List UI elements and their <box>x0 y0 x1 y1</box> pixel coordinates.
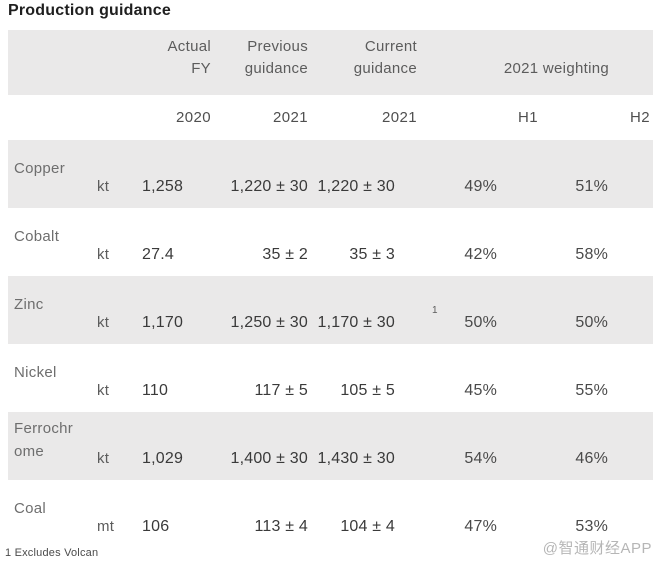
commodity-label: Zinc <box>14 295 44 313</box>
previous-guidance-value: 35 ± 2 <box>262 246 308 263</box>
h2-weighting-value: 53% <box>575 518 608 535</box>
commodity-cell: Ferrochrome <box>8 412 97 468</box>
h2-weighting-value: 50% <box>575 314 608 331</box>
commodity-cell: Coal <box>8 480 97 536</box>
commodity-label: Ferrochrome <box>14 420 74 460</box>
page-title: Production guidance <box>8 2 171 19</box>
commodity-label: Coal <box>14 499 47 517</box>
header-actual-line2: FY <box>191 60 211 77</box>
actual-value: 1,170 <box>142 314 184 331</box>
subheader-previous-year: 2021 <box>273 109 308 126</box>
actual-value: 27.4 <box>142 246 174 263</box>
current-guidance-value: 105 ± 5 <box>340 382 395 399</box>
previous-guidance-value: 1,220 ± 30 <box>230 178 308 195</box>
table-footnote: 1 Excludes Volcan <box>5 547 99 559</box>
h1-weighting-value: 42% <box>464 246 497 263</box>
h1-weighting-value: 50% <box>464 314 497 331</box>
commodity-cell: Cobalt <box>8 208 97 264</box>
header-previous-guidance: Previous guidance <box>211 36 308 80</box>
table-subheader-row: 2020 2021 2021 H1 H2 <box>8 95 653 140</box>
header-actual-line1: Actual <box>167 38 211 55</box>
header-previous-line1: Previous <box>247 38 308 55</box>
subheader-actual-year: 2020 <box>176 109 211 126</box>
table-row-nickel: Nickel kt 110 117 ± 5 105 ± 5 45% 55% <box>8 344 653 412</box>
header-current-line2: guidance <box>353 60 417 77</box>
h2-weighting-value: 46% <box>575 450 608 467</box>
table-row-coal: Coal mt 106 113 ± 4 104 ± 4 47% 53% <box>8 480 653 548</box>
current-guidance-value: 1,430 ± 30 <box>317 450 395 467</box>
previous-guidance-value: 113 ± 4 <box>254 518 308 535</box>
commodity-cell: Copper <box>8 140 97 196</box>
unit-cell: mt <box>97 518 115 535</box>
header-actual-fy: Actual FY <box>142 36 211 80</box>
unit-cell: kt <box>97 382 110 399</box>
h1-weighting-value: 54% <box>464 450 497 467</box>
commodity-label: Copper <box>14 159 65 177</box>
current-guidance-value: 1,170 ± 30 <box>317 314 395 331</box>
header-current-guidance: Current guidance <box>308 36 417 80</box>
commodity-label: Nickel <box>14 363 57 381</box>
subheader-current-year: 2021 <box>382 109 417 126</box>
unit-cell: kt <box>97 178 110 195</box>
table-row-copper: Copper kt 1,258 1,220 ± 30 1,220 ± 30 49… <box>8 140 653 208</box>
table-row-ferrochrome: Ferrochrome kt 1,029 1,400 ± 30 1,430 ± … <box>8 412 653 480</box>
table-row-cobalt: Cobalt kt 27.4 35 ± 2 35 ± 3 42% 58% <box>8 208 653 276</box>
watermark: @智通财经APP <box>542 540 652 557</box>
subheader-h1: H1 <box>518 109 538 126</box>
actual-value: 1,029 <box>142 450 184 467</box>
unit-cell: kt <box>97 246 110 263</box>
actual-value: 110 <box>142 382 169 399</box>
table-row-zinc: Zinc kt 1,170 1,250 ± 30 1,170 ± 30 50% … <box>8 276 653 344</box>
previous-guidance-value: 117 ± 5 <box>254 382 308 399</box>
current-guidance-value: 35 ± 3 <box>349 246 395 263</box>
unit-cell: kt <box>97 450 110 467</box>
current-guidance-value: 1,220 ± 30 <box>317 178 395 195</box>
header-previous-line2: guidance <box>244 60 308 77</box>
h2-weighting-value: 55% <box>575 382 608 399</box>
actual-value: 106 <box>142 518 170 535</box>
previous-guidance-value: 1,250 ± 30 <box>230 314 308 331</box>
actual-value: 1,258 <box>142 178 184 195</box>
h2-weighting-value: 58% <box>575 246 608 263</box>
header-2021-weighting: 2021 weighting <box>503 60 609 77</box>
previous-guidance-value: 1,400 ± 30 <box>230 450 308 467</box>
subheader-h2: H2 <box>630 109 650 126</box>
h1-weighting-value: 49% <box>464 178 497 195</box>
commodity-label: Cobalt <box>14 227 60 245</box>
commodity-cell: Zinc <box>8 276 97 332</box>
h1-weighting-value: 45% <box>464 382 497 399</box>
current-guidance-value: 104 ± 4 <box>340 518 395 535</box>
unit-cell: kt <box>97 314 110 331</box>
header-current-line1: Current <box>364 38 417 55</box>
table-header-band: Actual FY Previous guidance Current guid… <box>8 30 653 95</box>
h1-weighting-value: 47% <box>464 518 497 535</box>
h2-weighting-value: 51% <box>575 178 608 195</box>
production-guidance-table: Actual FY Previous guidance Current guid… <box>8 30 653 548</box>
footnote-marker: 1 <box>432 305 438 316</box>
commodity-cell: Nickel <box>8 344 97 400</box>
